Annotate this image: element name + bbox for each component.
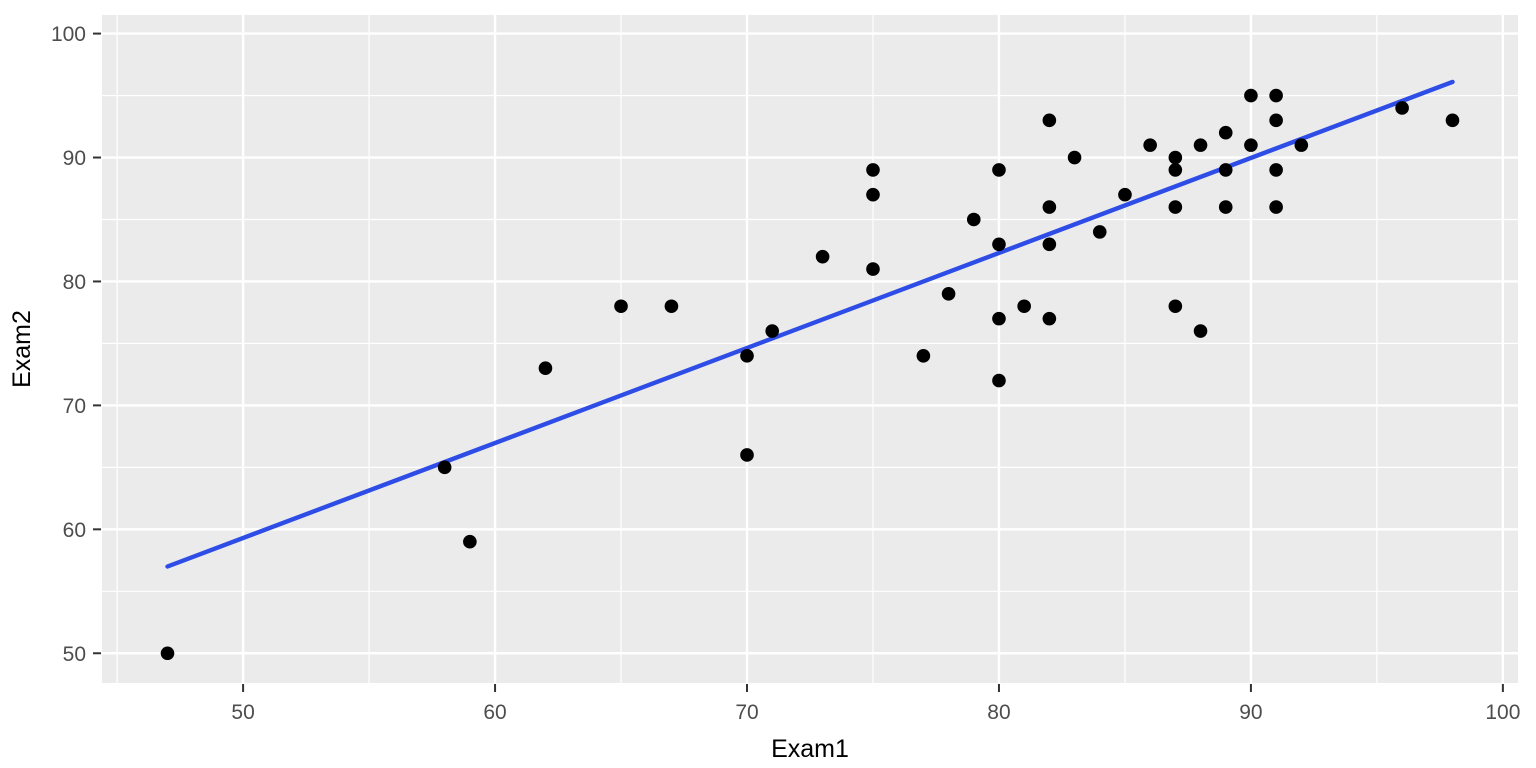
- data-point: [1042, 237, 1057, 252]
- data-point: [1218, 163, 1233, 177]
- y-axis-title: Exam2: [8, 310, 36, 388]
- data-point: [664, 299, 679, 314]
- data-point: [866, 163, 880, 177]
- y-tick-label: 80: [63, 271, 86, 294]
- data-point: [160, 646, 175, 661]
- data-point: [992, 373, 1006, 388]
- data-point: [1168, 163, 1183, 177]
- data-point: [765, 324, 780, 338]
- data-point: [437, 460, 452, 475]
- data-point: [1092, 225, 1107, 239]
- data-point: [916, 349, 931, 363]
- data-point: [1445, 113, 1460, 128]
- data-point: [1168, 299, 1183, 314]
- data-point: [1042, 200, 1057, 214]
- data-point: [1042, 113, 1057, 128]
- data-point: [614, 299, 628, 314]
- data-point: [866, 262, 880, 276]
- data-point: [740, 349, 754, 363]
- y-tick-label: 90: [63, 147, 86, 170]
- data-point: [1017, 299, 1031, 314]
- y-tick-label: 50: [63, 643, 86, 666]
- data-point: [1218, 125, 1233, 140]
- data-point: [463, 534, 477, 549]
- x-tick-label: 60: [483, 701, 506, 724]
- data-point: [941, 287, 956, 301]
- data-point: [1143, 138, 1157, 152]
- data-point: [1042, 311, 1057, 326]
- data-point: [1269, 113, 1283, 128]
- data-point: [1168, 200, 1183, 214]
- x-tick-label: 90: [1239, 701, 1262, 724]
- data-point: [992, 311, 1006, 326]
- data-point: [1294, 138, 1309, 152]
- trend-line: [165, 79, 1455, 569]
- axes: 50 60 70 80 90 100 50 60 70 80 90 100: [51, 23, 1520, 724]
- data-point: [740, 448, 754, 462]
- panel-background: [102, 15, 1518, 683]
- data-point: [538, 361, 553, 376]
- data-point: [1193, 138, 1208, 152]
- data-point: [1244, 138, 1258, 152]
- data-point: [992, 163, 1006, 177]
- y-tick-label: 70: [63, 395, 86, 418]
- data-point: [1067, 150, 1082, 165]
- data-point: [1395, 101, 1409, 115]
- plot-panel: [102, 15, 1518, 683]
- data-point: [866, 187, 880, 202]
- x-tick-label: 100: [1485, 701, 1520, 724]
- data-point: [992, 237, 1006, 252]
- data-point: [1269, 88, 1283, 103]
- data-point: [1168, 150, 1183, 165]
- data-layer: [160, 79, 1460, 661]
- data-point: [1218, 200, 1233, 214]
- x-tick-label: 50: [231, 701, 254, 724]
- data-point: [815, 249, 830, 264]
- x-tick-label: 80: [987, 701, 1010, 724]
- y-tick-label: 100: [51, 23, 86, 46]
- x-axis-title: Exam1: [771, 735, 849, 763]
- data-point: [1269, 163, 1283, 177]
- y-tick-label: 60: [63, 519, 86, 542]
- data-point: [1193, 324, 1208, 338]
- data-point: [1269, 200, 1283, 214]
- data-point: [966, 212, 981, 227]
- data-point: [1118, 187, 1132, 202]
- x-tick-label: 70: [735, 701, 758, 724]
- data-point: [1244, 88, 1258, 103]
